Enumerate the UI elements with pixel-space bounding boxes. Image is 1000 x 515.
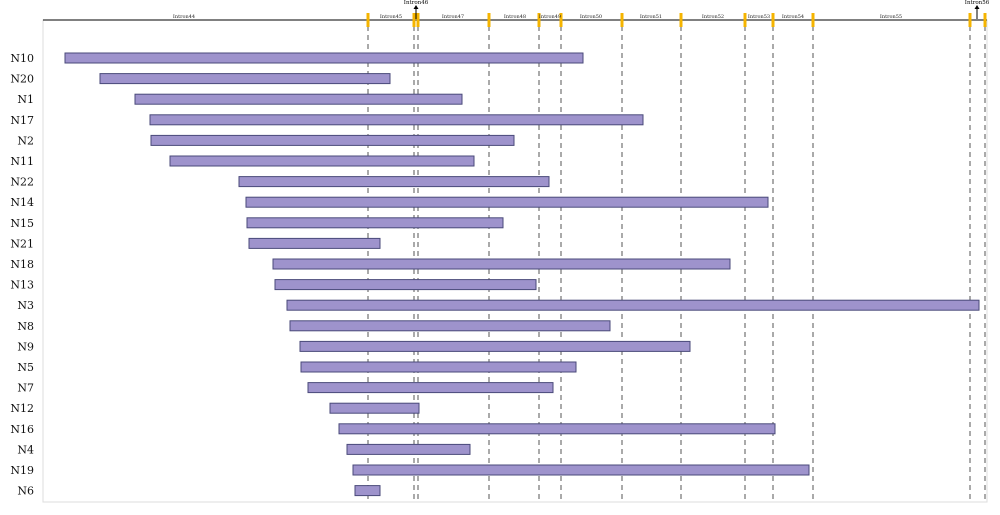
intron-label: Intron49 (539, 14, 561, 20)
intron-label: Intron55 (880, 14, 902, 20)
intron-arrows: Intron46 Intron56 (404, 0, 990, 19)
row-label-n7: N7 (17, 382, 34, 395)
row-label-n12: N12 (10, 402, 34, 415)
row-label-n20: N20 (10, 73, 34, 86)
intron-label: Intron50 (580, 14, 602, 20)
bar-n7 (307, 382, 554, 394)
row-label-n8: N8 (17, 320, 34, 333)
bar-n20 (99, 73, 391, 85)
bar-n2 (150, 134, 515, 146)
intron-arrow-head (974, 5, 980, 9)
row-label-n18: N18 (10, 258, 34, 271)
bar-n10 (64, 52, 584, 64)
row-label-n21: N21 (10, 237, 34, 250)
bar-n12 (329, 402, 420, 414)
bar-n3 (286, 299, 980, 311)
bar-n4 (346, 443, 471, 455)
intron-label: Intron53 (748, 14, 770, 20)
bar-n19 (352, 464, 810, 476)
row-label-n3: N3 (17, 299, 34, 312)
bar-n13 (274, 279, 537, 291)
intron-label: Intron44 (173, 14, 195, 20)
boundary-ticks (366, 13, 987, 27)
row-label-n10: N10 (10, 52, 34, 65)
row-label-n22: N22 (10, 176, 34, 189)
bar-n1 (134, 93, 463, 105)
bar-n22 (238, 176, 550, 188)
bars (64, 52, 980, 497)
row-label-n16: N16 (10, 423, 34, 436)
intron-arrow-label: Intron46 (404, 0, 429, 6)
row-label-n5: N5 (17, 361, 34, 374)
row-labels: N10 N20 N1 N17 N2 N11 N22 N14 N15 N21 N18 N13 N3 N8 N9… (10, 52, 34, 498)
bar-n11 (169, 155, 475, 167)
intron-arrow-head (413, 5, 419, 9)
row-label-n6: N6 (17, 485, 34, 498)
bar-n15 (246, 217, 504, 229)
bar-n8 (289, 320, 611, 332)
row-label-n9: N9 (17, 340, 34, 353)
intron-label: Intron51 (640, 14, 662, 20)
bar-n17 (149, 114, 644, 126)
row-label-n1: N1 (17, 93, 34, 106)
bar-n5 (300, 361, 577, 373)
row-label-n4: N4 (17, 443, 34, 456)
row-label-n11: N11 (10, 155, 34, 168)
bar-n16 (338, 423, 776, 435)
bar-n18 (272, 258, 731, 270)
intron-label: Intron45 (380, 14, 402, 20)
intron-labels: Intron44 Intron45 Intron47 Intron48 Intron49… (173, 14, 902, 20)
row-label-n14: N14 (10, 196, 34, 209)
row-label-n17: N17 (10, 114, 34, 127)
intron-label: Intron47 (442, 14, 464, 20)
intron-arrow-label: Intron56 (965, 0, 990, 6)
row-label-n13: N13 (10, 279, 34, 292)
intron-label: Intron54 (782, 14, 804, 20)
row-label-n15: N15 (10, 217, 34, 230)
row-label-n2: N2 (17, 134, 34, 147)
bar-n14 (245, 196, 769, 208)
intron-label: Intron52 (702, 14, 724, 20)
bar-n21 (248, 237, 381, 249)
intron-label: Intron48 (504, 14, 526, 20)
row-label-n19: N19 (10, 464, 34, 477)
bar-n6 (354, 485, 381, 497)
bar-n9 (299, 340, 691, 352)
